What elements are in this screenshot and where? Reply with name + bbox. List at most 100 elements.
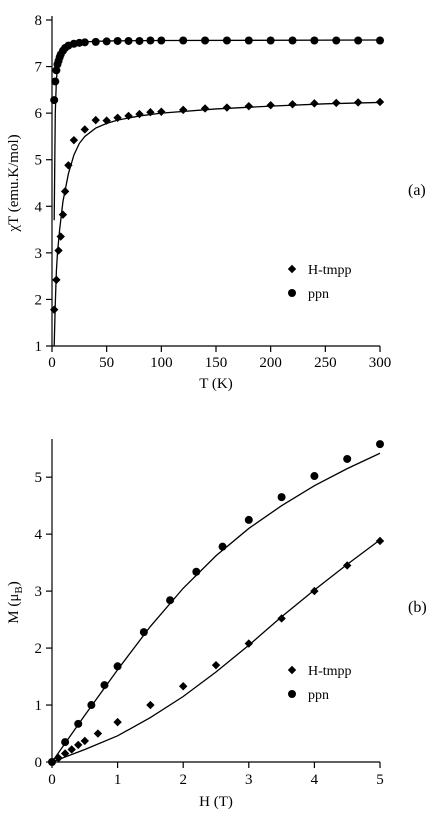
- y-axis-label-sub: B: [13, 586, 25, 593]
- point-ppn: [61, 738, 70, 747]
- point-ppn: [354, 36, 363, 45]
- point-ppn: [113, 36, 122, 45]
- panel-label: (a): [408, 182, 426, 199]
- fit-curve-2: [53, 39, 381, 221]
- point-h-tmpp: [310, 586, 319, 596]
- legend-label-h-tmpp: H-tmpp: [308, 263, 352, 278]
- point-ppn: [201, 36, 210, 45]
- point-h-tmpp: [343, 561, 352, 570]
- x-tick-label: 100: [150, 355, 173, 371]
- legend-label-ppn: ppn: [308, 287, 329, 302]
- point-h-tmpp: [146, 700, 155, 710]
- point-ppn: [80, 38, 89, 47]
- point-ppn: [87, 701, 96, 710]
- point-ppn: [179, 36, 188, 45]
- x-tick-label: 1: [114, 772, 122, 788]
- point-ppn: [157, 36, 166, 45]
- x-tick-label: 4: [311, 772, 319, 788]
- point-h-tmpp: [200, 104, 210, 113]
- point-ppn: [218, 542, 227, 551]
- point-h-tmpp: [179, 682, 188, 691]
- y-tick-label: 1: [35, 339, 43, 355]
- point-h-tmpp: [93, 729, 103, 738]
- point-h-tmpp: [375, 536, 385, 546]
- point-ppn: [376, 36, 384, 45]
- x-tick-label: 5: [376, 772, 384, 788]
- x-tick-label: 200: [259, 355, 282, 371]
- point-ppn: [222, 36, 231, 45]
- y-tick-label: 1: [35, 698, 43, 714]
- y-tick-label: 3: [35, 246, 43, 262]
- y-tick-label: 8: [35, 13, 43, 29]
- point-ppn: [52, 66, 61, 75]
- y-tick-label: 5: [35, 470, 43, 486]
- point-h-tmpp: [102, 116, 111, 125]
- y-axis-label-end: ): [6, 581, 22, 586]
- y-tick-label: 6: [35, 106, 43, 122]
- fit-curve-1: [51, 539, 381, 763]
- point-ppn: [135, 36, 144, 45]
- fit-curve-2: [51, 452, 381, 763]
- fit-curve-1: [53, 101, 381, 347]
- point-ppn: [91, 37, 100, 46]
- point-h-tmpp: [211, 660, 221, 670]
- point-h-tmpp: [135, 109, 144, 119]
- point-h-tmpp: [80, 125, 89, 134]
- legend-marker-h-tmpp: [287, 264, 297, 274]
- x-tick-label: 3: [245, 772, 253, 788]
- panel-b-chart: 0 1 2 3 4 5 0 1 2 3 4 5 H (T) M (μB) (b) H-tmpp ppn: [6, 439, 427, 810]
- point-ppn: [288, 36, 297, 45]
- point-h-tmpp: [67, 745, 76, 754]
- point-h-tmpp: [58, 210, 68, 219]
- y-tick-label: 2: [35, 641, 43, 657]
- legend-marker-h-tmpp: [287, 665, 297, 675]
- point-h-tmpp: [113, 113, 122, 122]
- point-ppn: [376, 440, 384, 449]
- point-ppn: [332, 36, 341, 45]
- point-h-tmpp: [179, 105, 188, 115]
- legend-marker-ppn: [288, 289, 296, 297]
- point-h-tmpp: [56, 232, 65, 241]
- point-h-tmpp: [157, 107, 166, 116]
- point-h-tmpp: [64, 161, 73, 170]
- point-ppn: [310, 472, 319, 481]
- point-h-tmpp: [244, 101, 253, 111]
- point-h-tmpp: [244, 639, 253, 648]
- x-tick-label: 0: [48, 355, 56, 371]
- point-ppn: [50, 96, 59, 105]
- legend-label-h-tmpp: H-tmpp: [308, 664, 352, 679]
- point-ppn: [139, 628, 148, 637]
- point-ppn: [102, 37, 111, 46]
- y-tick-label: 4: [35, 527, 43, 543]
- point-ppn: [124, 36, 133, 45]
- x-axis-label: H (T): [199, 794, 233, 810]
- y-tick-label: 0: [35, 755, 43, 771]
- point-h-tmpp: [69, 135, 79, 145]
- x-tick-label: 250: [314, 355, 337, 371]
- point-h-tmpp: [375, 97, 385, 107]
- y-tick-label: 5: [35, 153, 43, 169]
- y-axis-label-main: M (μ: [6, 594, 22, 624]
- x-tick-label: 0: [48, 772, 56, 788]
- point-ppn: [266, 36, 275, 45]
- point-h-tmpp: [54, 753, 63, 763]
- point-h-tmpp: [80, 736, 89, 746]
- point-h-tmpp: [277, 614, 286, 623]
- point-h-tmpp: [332, 98, 341, 108]
- point-h-tmpp: [310, 99, 319, 108]
- point-ppn: [343, 454, 352, 463]
- legend-marker-ppn: [288, 690, 296, 698]
- point-h-tmpp: [91, 115, 100, 125]
- y-tick-label: 2: [35, 292, 43, 308]
- y-tick-label: 3: [35, 584, 43, 600]
- panel-a-chart: 0 50 100 150 200 250 300 1 2 3 4 5 6 7 8 T (K) χT (emu.K…: [6, 13, 426, 392]
- legend-label-ppn: ppn: [308, 688, 329, 703]
- point-ppn: [48, 758, 56, 766]
- point-ppn: [277, 493, 286, 502]
- point-h-tmpp: [54, 246, 63, 255]
- x-tick-label: 150: [205, 355, 228, 371]
- y-axis-label: χT (emu.K/mol): [6, 134, 22, 232]
- x-axis-label: T (K): [199, 376, 232, 392]
- x-tick-label: 50: [99, 355, 114, 371]
- point-ppn: [146, 36, 155, 45]
